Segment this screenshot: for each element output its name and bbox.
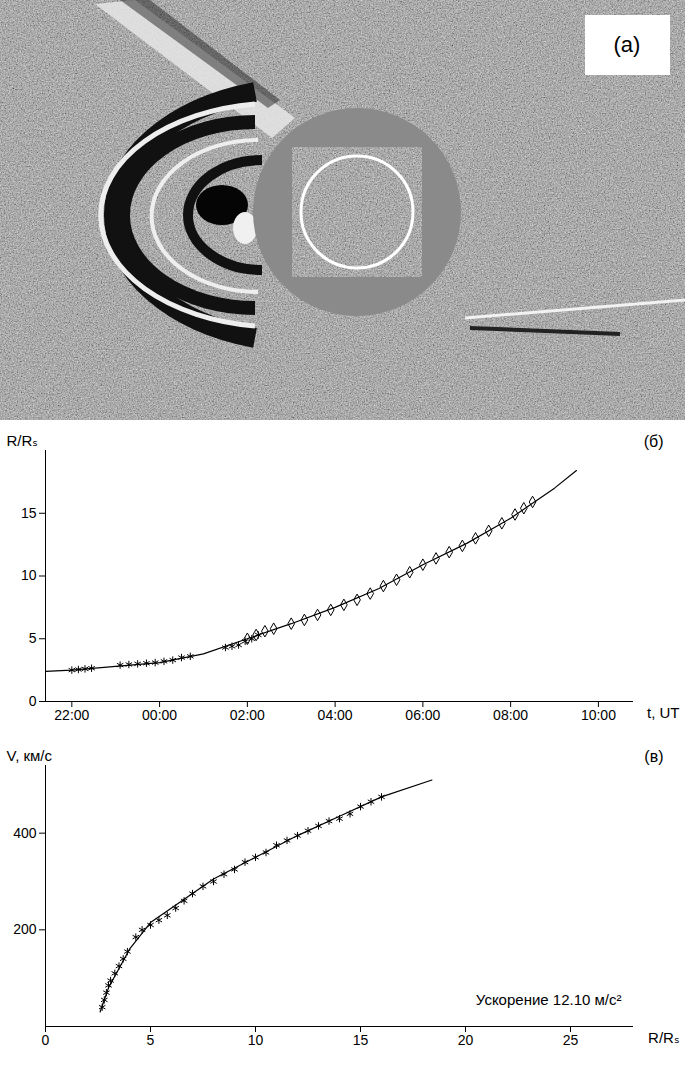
svg-text:200: 200 xyxy=(13,921,37,937)
svg-text:5: 5 xyxy=(29,630,37,646)
svg-text:08:00: 08:00 xyxy=(493,707,528,723)
svg-text:5: 5 xyxy=(147,1032,155,1048)
svg-text:10:00: 10:00 xyxy=(581,707,616,723)
svg-text:R/Rₛ: R/Rₛ xyxy=(648,1029,679,1046)
svg-text:04:00: 04:00 xyxy=(318,707,353,723)
svg-text:0: 0 xyxy=(42,1032,50,1048)
svg-text:02:00: 02:00 xyxy=(230,707,265,723)
svg-text:0: 0 xyxy=(29,693,37,709)
svg-text:(а): (а) xyxy=(614,32,641,57)
svg-text:V, км/с: V, км/с xyxy=(7,747,53,764)
svg-text:15: 15 xyxy=(353,1032,369,1048)
svg-text:(б): (б) xyxy=(644,433,664,450)
svg-text:00:00: 00:00 xyxy=(142,707,177,723)
svg-text:06:00: 06:00 xyxy=(405,707,440,723)
svg-text:22:00: 22:00 xyxy=(54,707,89,723)
svg-text:10: 10 xyxy=(248,1032,264,1048)
svg-text:Ускорение 12.10 м/с²: Ускорение 12.10 м/с² xyxy=(476,991,622,1008)
svg-text:25: 25 xyxy=(563,1032,579,1048)
svg-text:t, UT: t, UT xyxy=(647,704,680,721)
svg-text:15: 15 xyxy=(21,505,37,521)
svg-text:20: 20 xyxy=(458,1032,474,1048)
svg-text:R/Rₛ: R/Rₛ xyxy=(7,432,38,449)
svg-text:10: 10 xyxy=(21,567,37,583)
svg-text:(в): (в) xyxy=(644,748,663,765)
svg-text:400: 400 xyxy=(13,825,37,841)
